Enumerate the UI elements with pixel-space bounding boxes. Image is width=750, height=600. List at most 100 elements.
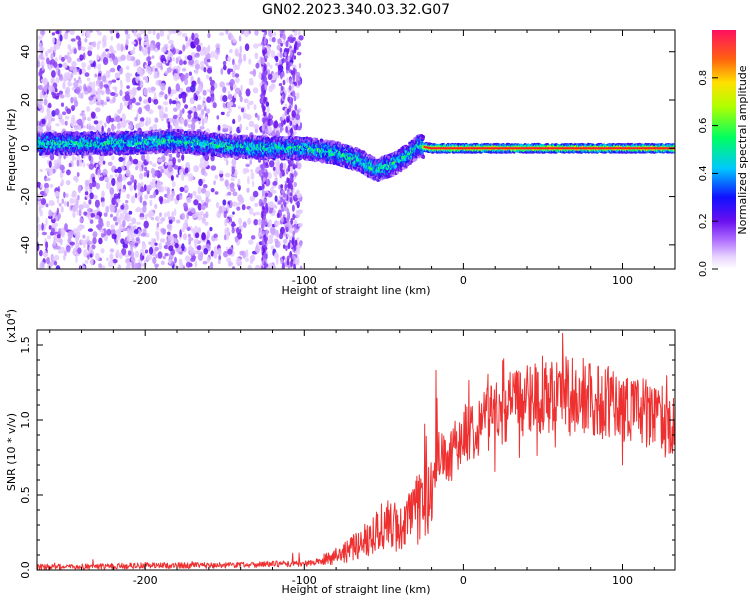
spectrogram-noise-mark bbox=[46, 108, 51, 114]
spectrogram-noise-mark bbox=[136, 86, 141, 91]
spectrogram-noise-mark bbox=[99, 176, 105, 181]
spectrogram-noise-mark bbox=[51, 117, 55, 122]
spectrogram-noise-mark bbox=[189, 245, 192, 251]
spectrogram-noise-mark bbox=[176, 219, 181, 224]
spectrogram-noise-mark bbox=[230, 187, 236, 192]
spectrogram-noise-mark bbox=[50, 64, 54, 69]
spectrogram-noise-mark bbox=[243, 98, 248, 102]
spectrogram-noise-mark bbox=[274, 195, 278, 202]
spectrogram-noise-mark bbox=[57, 158, 62, 165]
spectrogram-noise-mark bbox=[56, 191, 59, 196]
spectrogram-noise-mark bbox=[173, 165, 179, 170]
spectrogram-noise-mark bbox=[92, 231, 98, 238]
spectrogram-noise-mark bbox=[205, 196, 209, 205]
spectrogram-noise-mark bbox=[223, 250, 229, 258]
spectrogram-noise-mark bbox=[291, 224, 295, 229]
spectrogram-noise-mark bbox=[280, 42, 283, 47]
spectrogram-noise-mark bbox=[169, 98, 172, 105]
spectrogram-noise-mark bbox=[252, 87, 259, 94]
spectrogram-noise-mark bbox=[200, 168, 206, 176]
spectrogram-noise-mark bbox=[270, 226, 276, 235]
spectrogram-noise-mark bbox=[286, 108, 290, 115]
spectrogram-noise-mark bbox=[90, 257, 94, 266]
spectrogram-noise-mark bbox=[121, 119, 127, 128]
spectrogram-noise-mark bbox=[287, 96, 291, 102]
spectrogram-noise-mark bbox=[203, 57, 208, 65]
spectrogram-noise-mark bbox=[79, 54, 84, 61]
spectrogram-noise-mark bbox=[39, 109, 45, 113]
spectrogram-noise-mark bbox=[66, 108, 72, 115]
spectrogram-noise-mark bbox=[88, 125, 92, 130]
spectrogram-noise-mark bbox=[72, 67, 78, 76]
spectrogram-noise-mark bbox=[283, 239, 288, 244]
spectrogram-noise-mark bbox=[289, 78, 292, 85]
spectrogram-noise-mark bbox=[79, 68, 82, 75]
spectrogram-noise-mark bbox=[48, 160, 52, 168]
spectrogram-noise-mark bbox=[218, 205, 223, 214]
spectrogram-noise-mark bbox=[261, 239, 265, 247]
spectrogram-noise-mark bbox=[293, 125, 297, 131]
spectrogram-noise-mark bbox=[109, 187, 115, 195]
spectrogram-noise-mark bbox=[114, 87, 118, 94]
spectrogram-noise-mark bbox=[285, 226, 289, 233]
spectrogram-noise-mark bbox=[282, 92, 286, 100]
spectrogram-noise-mark bbox=[104, 176, 110, 182]
spectrogram-noise-mark bbox=[143, 172, 147, 177]
spectrogram-noise-mark bbox=[173, 237, 177, 242]
spectrogram-noise-mark bbox=[200, 187, 207, 194]
spectrogram-noise-mark bbox=[276, 212, 280, 219]
spectrogram-noise-mark bbox=[194, 232, 200, 239]
spectrogram-noise-mark bbox=[196, 250, 201, 255]
spectrogram-noise-mark bbox=[279, 59, 282, 65]
spectrogram-noise-mark bbox=[213, 233, 218, 239]
spectrogram-noise-mark bbox=[252, 190, 259, 198]
spectrogram-noise-mark bbox=[275, 163, 281, 172]
spectrogram-noise-mark bbox=[67, 230, 73, 239]
spectrogram-noise-mark bbox=[185, 255, 191, 262]
spectrogram-noise-mark bbox=[279, 127, 283, 133]
spectrogram-noise-mark bbox=[153, 98, 159, 105]
spectrogram-noise-mark bbox=[37, 216, 40, 224]
spectrogram-noise-mark bbox=[190, 122, 196, 131]
spectrogram-noise-mark bbox=[129, 241, 135, 248]
spectrogram-noise-mark bbox=[265, 209, 268, 214]
spectrogram-noise-mark bbox=[127, 101, 132, 106]
spectrogram-noise-mark bbox=[203, 67, 207, 73]
spectrogram-noise-mark bbox=[231, 221, 236, 226]
spectrogram-noise-mark bbox=[210, 165, 217, 171]
spectrogram-noise-mark bbox=[50, 77, 56, 83]
spectrogram-noise-mark bbox=[128, 222, 133, 226]
spectrogram-noise-mark bbox=[149, 195, 154, 199]
spectrogram-noise-mark bbox=[162, 255, 166, 260]
spectrogram-noise-mark bbox=[286, 177, 290, 184]
spectrogram-noise-mark bbox=[135, 33, 141, 38]
spectrogram-noise-mark bbox=[72, 156, 77, 161]
spectrogram-noise-mark bbox=[199, 42, 203, 46]
spectrogram-noise-mark bbox=[73, 77, 77, 82]
spectrogram-noise-mark bbox=[193, 165, 199, 173]
spectrogram-noise-mark bbox=[75, 235, 79, 244]
spectrogram-noise-mark bbox=[143, 41, 148, 46]
spectrogram-noise-mark bbox=[226, 204, 230, 212]
spectrogram-noise-mark bbox=[160, 238, 166, 243]
spectrogram-noise-mark bbox=[238, 225, 242, 230]
spectrogram-noise-mark bbox=[281, 208, 284, 213]
spectrogram-noise-mark bbox=[299, 241, 303, 247]
spectrogram-noise-mark bbox=[92, 80, 96, 89]
spectrogram-noise-mark bbox=[117, 166, 122, 174]
spectrogram-noise-mark bbox=[296, 126, 302, 131]
spectrogram-noise-mark bbox=[168, 30, 173, 35]
spectrogram-noise-mark bbox=[134, 116, 138, 122]
spectrogram-noise-mark bbox=[206, 74, 210, 80]
spectrogram-noise-mark bbox=[117, 208, 122, 213]
spectrogram-noise-mark bbox=[233, 93, 237, 99]
spectrogram-noise-mark bbox=[225, 172, 231, 178]
spectrogram-noise-mark bbox=[108, 260, 114, 268]
spectrogram-noise-mark bbox=[137, 182, 142, 191]
spectrogram-noise-mark bbox=[225, 218, 229, 223]
spectrogram-noise-mark bbox=[142, 49, 148, 56]
spectrogram-noise-mark bbox=[127, 52, 131, 61]
spectrogram-noise-mark bbox=[82, 125, 86, 129]
spectrogram-noise-mark bbox=[97, 76, 102, 81]
spectrogram-noise-mark bbox=[210, 93, 215, 103]
